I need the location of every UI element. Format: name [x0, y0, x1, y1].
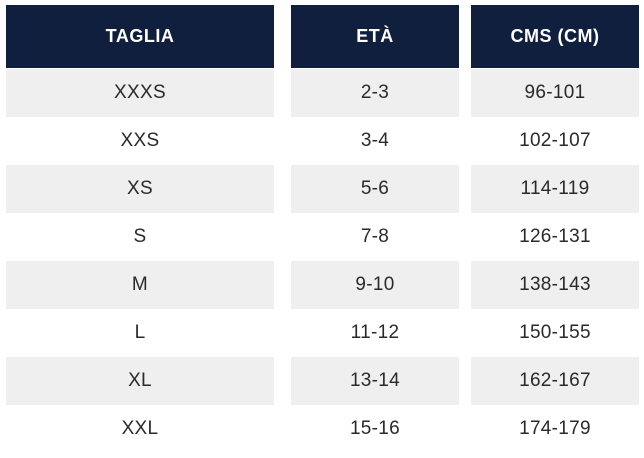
table-row: XXS 3-4 102-107 — [6, 117, 640, 165]
size-cell: S — [133, 225, 147, 247]
cms-cell: 138-143 — [471, 261, 639, 309]
table-row: S 7-8 126-131 — [6, 213, 640, 261]
age-cell: 5-6 — [291, 165, 459, 213]
header-age: ETÀ — [291, 5, 459, 68]
age-cell: 2-3 — [291, 69, 459, 117]
cms-cell: 162-167 — [471, 357, 639, 405]
cms-cell: 96-101 — [471, 69, 639, 117]
cms-cell: 126-131 — [519, 225, 591, 247]
header-cms: CMS (CM) — [471, 5, 639, 68]
table-header-row: TAGLIA ETÀ CMS (CM) — [6, 5, 640, 68]
size-cell: XS — [6, 165, 274, 213]
age-cell: 15-16 — [349, 417, 401, 439]
size-cell: XXL — [121, 417, 159, 439]
table-row: XXL 15-16 174-179 — [6, 405, 640, 453]
cms-cell: 150-155 — [519, 321, 591, 343]
age-cell: 11-12 — [350, 321, 400, 343]
cms-cell: 102-107 — [519, 129, 591, 151]
size-cell: XL — [6, 357, 274, 405]
table-row: XS 5-6 114-119 — [6, 165, 640, 213]
cms-cell: 174-179 — [519, 417, 591, 439]
header-size: TAGLIA — [6, 5, 274, 68]
age-cell: 13-14 — [291, 357, 459, 405]
size-cell: XXS — [120, 129, 160, 151]
table-row: XL 13-14 162-167 — [6, 357, 640, 405]
size-cell: XXXS — [6, 69, 274, 117]
age-cell: 7-8 — [360, 225, 390, 247]
cms-cell: 114-119 — [471, 165, 639, 213]
age-cell: 9-10 — [291, 261, 459, 309]
size-cell: M — [6, 261, 274, 309]
table-row: M 9-10 138-143 — [6, 261, 640, 309]
size-cell: L — [134, 321, 146, 343]
table-row: XXXS 2-3 96-101 — [6, 69, 640, 117]
table-row: L 11-12 150-155 — [6, 309, 640, 357]
size-chart-table: TAGLIA ETÀ CMS (CM) XXXS 2-3 96-101 XXS … — [6, 5, 640, 453]
age-cell: 3-4 — [360, 129, 390, 151]
